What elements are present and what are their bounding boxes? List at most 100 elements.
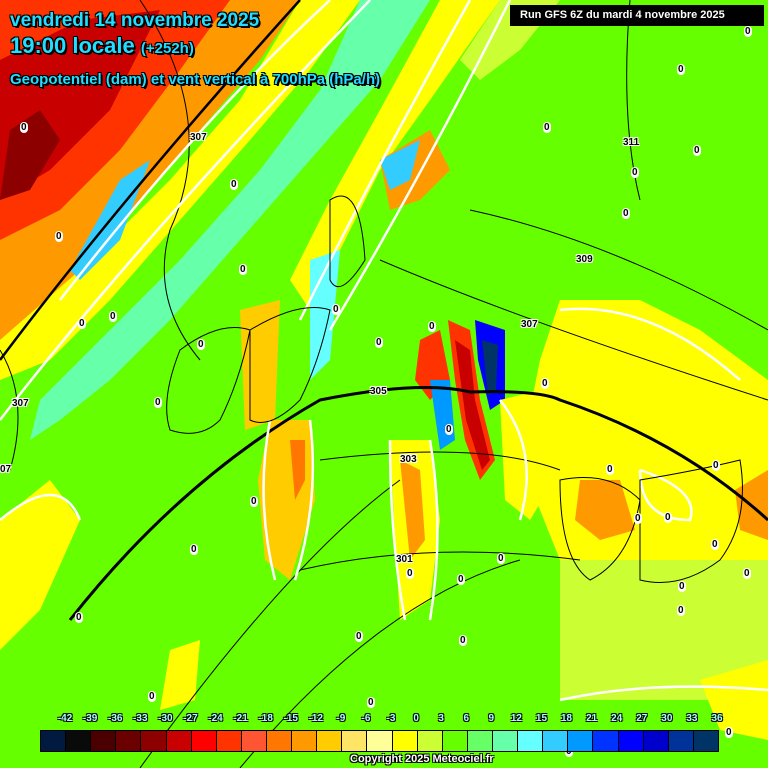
legend-swatch [693,731,718,751]
legend-swatch [66,731,92,751]
legend-tick: 33 [686,713,698,724]
zero-contour-label: 0 [541,378,549,389]
zero-contour-label: 0 [664,512,672,523]
legend-tick: 9 [488,713,495,724]
legend-swatch [467,731,493,751]
copyright: Copyright 2025 Meteociel.fr [350,753,494,765]
legend-tick: 27 [636,713,648,724]
legend-swatch [643,731,669,751]
zero-contour-label: 0 [428,321,436,332]
zero-contour-label: 0 [375,337,383,348]
geopotential-label: 311 [623,137,640,148]
zero-contour-label: 0 [725,727,733,738]
legend-tick: 0 [413,713,419,724]
geopotential-label: 07 [0,464,12,475]
zero-contour-label: 0 [631,167,639,178]
legend-tick: 3 [438,713,444,724]
zero-contour-label: 0 [543,122,551,133]
legend-swatch [618,731,644,751]
legend-tick: 15 [535,713,548,724]
legend-swatch [668,731,694,751]
legend-swatch [266,731,293,751]
geopotential-label: 309 [576,254,593,265]
legend-tick: 18 [560,713,573,724]
zero-contour-label: 0 [459,635,467,646]
legend-swatch [191,731,217,751]
zero-contour-label: 0 [20,122,28,133]
geopotential-label: 303 [400,454,417,465]
zero-contour-label: 0 [406,568,414,579]
zero-contour-label: 0 [148,691,156,702]
model-run-banner: Run GFS 6Z du mardi 4 novembre 2025 [510,5,764,26]
zero-contour-label: 0 [712,460,720,471]
legend-tick: -33 [133,713,148,724]
legend-tick: 24 [611,713,623,724]
zero-contour-label: 0 [75,612,83,623]
legend-swatch [568,731,594,751]
legend-swatch [166,731,192,751]
zero-contour-label: 0 [250,496,258,507]
parameter-title: Geopotentiel (dam) et vent vertical à 70… [10,71,381,88]
legend-swatch [292,731,318,751]
zero-contour-label: 0 [677,64,685,75]
legend-swatch [41,731,67,751]
legend-tick: -9 [336,713,346,724]
legend-tick: 36 [711,713,723,724]
legend-tick: -24 [208,713,223,724]
zero-contour-label: 0 [678,581,686,592]
legend-swatch [141,731,167,751]
legend-swatch [317,731,343,751]
legend-swatch [518,731,544,751]
legend-swatch [593,731,619,751]
legend-swatch [116,731,142,751]
zero-contour-label: 0 [355,631,363,642]
zero-contour-label: 0 [677,605,685,616]
legend-tick: -12 [308,713,324,724]
zero-contour-label: 0 [693,145,701,156]
legend-swatch [342,731,368,751]
legend-swatch [543,731,569,751]
forecast-date: vendredi 14 novembre 2025 [10,10,260,31]
color-scale-legend [40,730,719,752]
legend-swatch [241,731,267,751]
legend-swatch [216,731,242,751]
zero-contour-label: 0 [109,311,117,322]
legend-tick: -3 [386,713,396,724]
legend-swatch [367,731,393,751]
zero-contour-label: 0 [497,553,505,564]
geopotential-label: 307 [190,132,207,143]
zero-contour-label: 0 [606,464,614,475]
legend-swatch [392,731,418,751]
zero-contour-label: 0 [445,424,453,435]
zero-contour-label: 0 [622,208,630,219]
legend-swatch [442,731,468,751]
legend-ticks: -42 -39 -36 -33 -30 -27 -24 -21 -18 -15 -12 -9 -6 -3 0… [40,713,723,727]
zero-contour-label: 0 [367,697,375,708]
legend-tick: -36 [107,713,123,724]
zero-contour-label: 0 [239,264,247,275]
geopotential-label: 307 [521,319,538,330]
legend-tick: 21 [586,713,598,724]
legend-swatch [91,731,117,751]
legend-tick: 12 [510,713,522,724]
zero-contour-label: 0 [230,179,238,190]
forecast-time: 19:00 locale (+252h) [10,33,194,59]
zero-contour-label: 0 [197,339,205,350]
legend-tick: -39 [82,713,98,724]
legend-swatch [492,731,519,751]
zero-contour-label: 0 [190,544,198,555]
geopotential-label: 301 [396,554,413,565]
lead-time: (+252h) [140,40,194,57]
legend-tick: -15 [283,713,298,724]
legend-tick: -27 [183,713,198,724]
legend-tick: 6 [463,713,470,724]
geopotential-label: 307 [12,398,29,409]
zero-contour-label: 0 [457,574,465,585]
zero-contour-label: 0 [634,513,642,524]
zero-contour-label: 0 [55,231,63,242]
legend-tick: -21 [233,713,248,724]
legend-tick: -18 [258,713,273,724]
legend-tick: 30 [661,713,673,724]
legend-tick: -42 [57,713,73,724]
